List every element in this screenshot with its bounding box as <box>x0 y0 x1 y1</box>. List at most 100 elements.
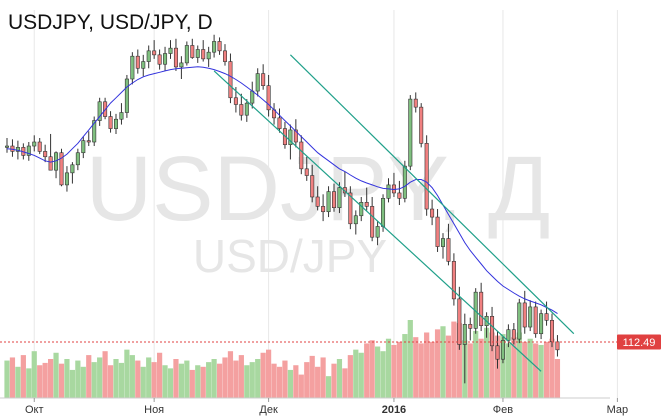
candle-body-36 <box>201 49 206 60</box>
candle-body-87 <box>479 291 484 326</box>
volume-bar-29 <box>162 365 168 398</box>
volume-bar-6 <box>37 365 43 398</box>
candle-body-97 <box>533 306 538 335</box>
candle-body-43 <box>239 104 244 116</box>
volume-bar-65 <box>358 352 364 398</box>
candle-body-68 <box>375 226 380 238</box>
candle-body-47 <box>261 73 266 86</box>
volume-bar-50 <box>276 366 283 398</box>
volume-bar-8 <box>48 359 54 398</box>
x-tick-label-4: Фев <box>493 404 513 416</box>
volume-bar-54 <box>298 374 304 398</box>
volume-bar-83 <box>456 323 462 398</box>
candle-body-10 <box>59 152 64 186</box>
candle-body-76 <box>419 106 424 144</box>
volume-bar-61 <box>336 359 343 398</box>
volume-bar-4 <box>26 368 32 398</box>
candle-body-26 <box>146 50 151 62</box>
candle-body-92 <box>506 329 511 341</box>
candle-body-50 <box>277 117 282 129</box>
volume-bar-24 <box>135 360 141 398</box>
candle-body-37 <box>206 51 211 60</box>
candle-body-100 <box>549 320 554 343</box>
volume-bar-99 <box>543 341 550 398</box>
candle-body-15 <box>86 140 91 143</box>
volume-bar-82 <box>451 321 457 398</box>
volume-bar-13 <box>75 360 81 398</box>
candle-body-64 <box>353 215 358 225</box>
volume-bar-28 <box>157 352 163 398</box>
volume-bar-60 <box>331 363 337 398</box>
candle-body-65 <box>359 202 364 217</box>
volume-bar-1 <box>9 357 16 398</box>
volume-bar-9 <box>53 352 59 398</box>
candle-body-60 <box>331 191 336 209</box>
candle-body-11 <box>64 172 69 186</box>
grid <box>33 10 618 398</box>
candle-body-99 <box>544 313 549 321</box>
volume-bar-66 <box>364 343 370 398</box>
candle-body-29 <box>163 53 168 65</box>
candle-body-94 <box>517 302 522 340</box>
candle-body-39 <box>217 41 222 52</box>
candle-body-59 <box>326 191 331 213</box>
volume-bar-30 <box>167 368 174 398</box>
candle-body-44 <box>244 102 249 116</box>
volume-bar-3 <box>20 355 26 398</box>
candle-body-78 <box>430 208 435 218</box>
volume-bar-85 <box>467 343 473 398</box>
volume-bar-39 <box>216 363 223 398</box>
candle-body-69 <box>381 198 386 227</box>
volume-bar-98 <box>538 344 544 398</box>
volume-bar-68 <box>375 346 381 398</box>
volume-bar-36 <box>200 366 206 398</box>
volume-bar-57 <box>315 366 321 398</box>
candle-body-35 <box>195 49 200 58</box>
volume-bar-94 <box>516 332 522 398</box>
volume-bar-52 <box>287 369 293 398</box>
volume-bar-79 <box>434 329 441 398</box>
candle-body-73 <box>402 165 407 199</box>
volume-bar-100 <box>549 338 555 398</box>
volume-bar-32 <box>178 363 184 398</box>
volume-bar-71 <box>391 344 397 398</box>
candle-body-45 <box>250 90 255 104</box>
candle-body-63 <box>348 192 353 225</box>
volume-bar-0 <box>4 360 10 398</box>
x-tick-label-1: Ноя <box>144 404 164 416</box>
volume-bar-74 <box>407 320 413 398</box>
volume-bar-67 <box>369 340 375 398</box>
candle-body-2 <box>15 147 20 152</box>
candle-body-98 <box>539 313 544 335</box>
volume-bar-75 <box>413 337 419 398</box>
candle-body-27 <box>152 50 157 56</box>
candle-body-31 <box>173 47 178 68</box>
candle-body-77 <box>424 143 429 210</box>
candle-body-20 <box>114 118 119 129</box>
volume-bar-11 <box>64 359 70 398</box>
volume-bar-92 <box>505 343 511 398</box>
volume-bar-7 <box>42 362 48 398</box>
last-price-label: 112.49 <box>617 334 661 350</box>
volume-bar-101 <box>554 359 561 398</box>
candle-body-22 <box>124 78 129 113</box>
volume-bar-56 <box>309 355 315 398</box>
candle-body-95 <box>522 302 527 328</box>
volume-bar-97 <box>533 343 539 398</box>
volume-bar-42 <box>233 360 239 398</box>
candle-body-56 <box>310 175 315 198</box>
candle-body-7 <box>43 151 48 158</box>
candle-body-19 <box>108 116 113 129</box>
volume-bar-18 <box>102 351 108 398</box>
candle-body-61 <box>337 187 342 209</box>
volume-bar-44 <box>244 365 250 398</box>
volume-bar-53 <box>293 365 299 398</box>
candle-body-12 <box>70 164 75 174</box>
volume-bar-16 <box>91 362 97 398</box>
volume-bar-64 <box>353 349 359 398</box>
volume-bar-38 <box>211 359 217 398</box>
volume-bar-55 <box>304 362 310 398</box>
volume-bar-12 <box>69 369 75 398</box>
candle-body-16 <box>92 120 97 143</box>
candle-body-41 <box>228 61 233 99</box>
